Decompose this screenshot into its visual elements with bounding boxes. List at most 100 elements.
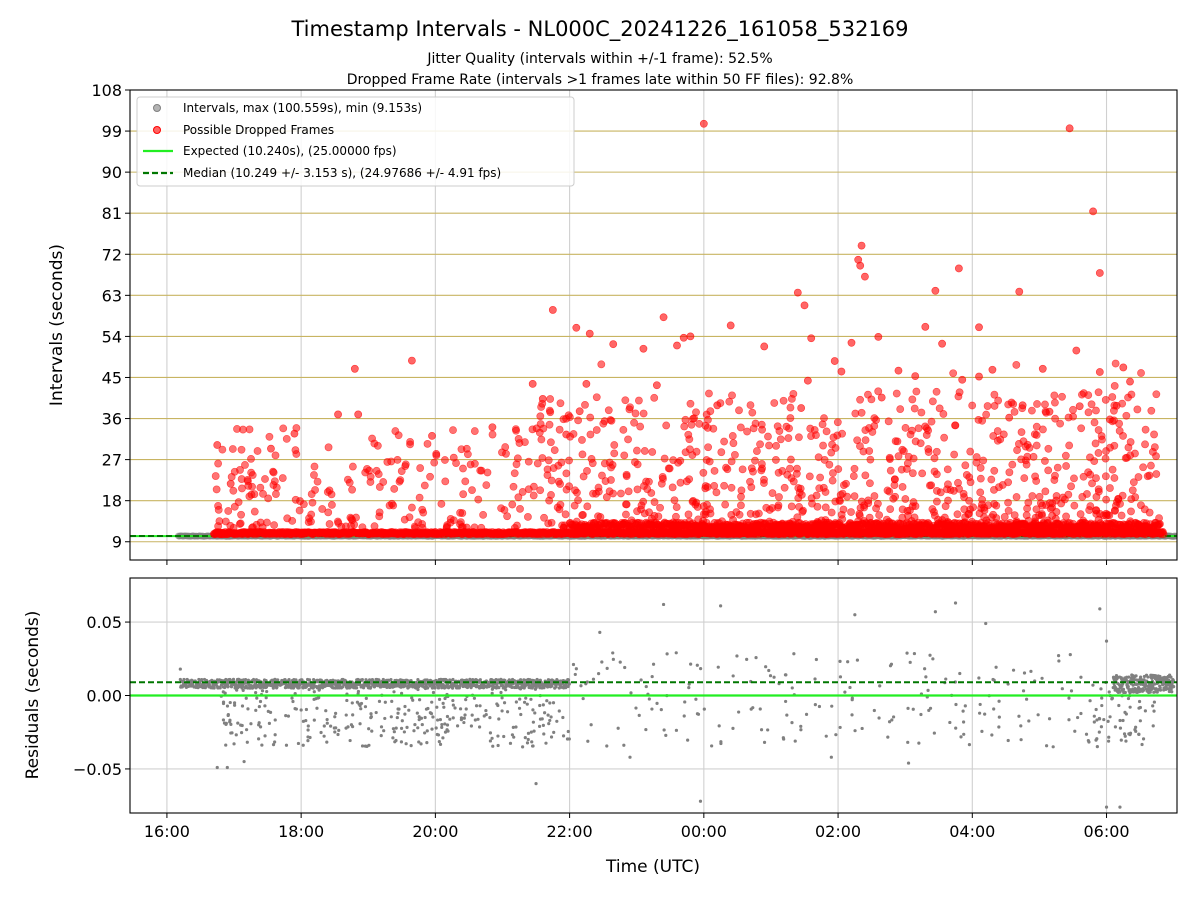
dropped-frame-point — [463, 450, 472, 459]
dropped-frame-point — [756, 440, 764, 449]
dropped-frame-point — [932, 447, 941, 456]
dropped-frame-point — [1015, 439, 1023, 448]
dropped-frame-point — [1004, 506, 1013, 515]
dropped-frame-point — [1051, 471, 1059, 480]
dropped-frame-point — [704, 443, 713, 452]
dropped-frame-point — [857, 408, 866, 417]
dropped-frame-point — [389, 501, 398, 510]
top-points — [130, 119, 1177, 540]
dropped-frame-point — [634, 396, 643, 405]
dropped-frame-point — [546, 438, 555, 447]
dropped-frame-point — [976, 474, 985, 483]
dropped-frame-point — [827, 508, 836, 517]
dropped-frame-point — [1105, 415, 1114, 424]
dropped-frame-point — [241, 461, 249, 469]
dropped-frame-point — [482, 481, 491, 490]
dropped-frame-point — [1077, 424, 1086, 433]
dropped-frame-point — [1131, 449, 1139, 458]
dropped-frame-point — [569, 430, 578, 438]
dropped-frame-point — [1038, 425, 1047, 434]
dropped-frame-point — [1128, 486, 1137, 495]
dropped-frame-point — [1017, 428, 1026, 437]
dropped-frame-point — [758, 425, 767, 434]
dropped-frame-point — [236, 466, 244, 474]
dropped-frame-point — [1069, 405, 1077, 414]
dropped-frame-point — [821, 503, 830, 512]
dropped-frame-point — [833, 418, 842, 427]
dropped-frame-point — [624, 435, 632, 444]
dropped-frame-point — [579, 523, 588, 532]
dropped-frame-point — [829, 433, 838, 442]
dropped-frame-point — [753, 524, 762, 532]
dropped-frame-point — [497, 504, 505, 513]
dropped-frame-point — [717, 448, 726, 457]
dropped-frame-point — [684, 510, 693, 519]
dropped-frame-point — [950, 450, 959, 459]
residual-point — [231, 677, 236, 681]
dropped-frame-point — [1101, 472, 1110, 481]
dropped-frame-point — [415, 493, 424, 502]
dropped-frame-point — [726, 321, 735, 330]
y-tick-label: 18 — [102, 492, 122, 511]
dropped-frame-point — [695, 419, 704, 428]
dropped-frame-point — [310, 471, 318, 479]
dropped-frame-point — [1115, 419, 1124, 428]
dropped-frame-point — [705, 389, 713, 398]
dropped-frame-point — [764, 432, 772, 441]
dropped-frame-point — [701, 522, 710, 531]
dropped-frame-point — [237, 445, 246, 454]
dropped-frame-point — [430, 458, 439, 467]
dropped-frame-point — [902, 522, 911, 530]
dropped-frame-point — [578, 436, 586, 444]
dropped-frame-point — [699, 119, 708, 128]
dropped-frame-point — [278, 474, 287, 482]
dropped-frame-point — [1076, 510, 1085, 519]
dropped-frame-point — [767, 524, 776, 532]
dropped-frame-point — [930, 508, 938, 516]
dropped-frame-point — [816, 473, 825, 482]
dropped-frame-point — [1032, 477, 1041, 485]
dropped-frame-point — [1037, 510, 1046, 518]
dropped-frame-point — [226, 479, 235, 488]
dropped-frame-point — [230, 502, 239, 511]
dropped-frame-point — [774, 468, 783, 477]
dropped-frame-point — [250, 507, 259, 516]
dropped-frame-point — [737, 501, 745, 510]
dropped-frame-point — [324, 443, 333, 452]
dropped-frame-point — [857, 241, 866, 250]
dropped-frame-point — [395, 477, 404, 486]
dropped-frame-point — [828, 476, 837, 485]
dropped-frame-point — [328, 500, 336, 509]
dropped-frame-point — [1044, 466, 1053, 475]
dropped-frame-point — [849, 472, 858, 480]
residual-point — [182, 677, 186, 682]
dropped-frame-point — [856, 395, 864, 404]
dropped-frame-point — [290, 429, 299, 438]
dropped-frame-point — [884, 417, 893, 426]
dropped-frame-point — [545, 406, 554, 415]
dropped-frame-point — [1129, 478, 1138, 487]
dropped-frame-point — [620, 451, 629, 460]
dropped-frame-point — [243, 476, 252, 484]
dropped-frame-point — [976, 464, 985, 472]
dropped-frame-point — [765, 441, 773, 450]
dropped-frame-point — [1119, 363, 1128, 372]
dropped-frame-point — [511, 425, 520, 434]
dropped-frame-point — [536, 412, 545, 421]
dropped-frame-point — [562, 469, 571, 478]
dropped-frame-point — [432, 451, 441, 460]
dropped-frame-point — [637, 501, 646, 510]
dropped-frame-point — [1065, 124, 1074, 133]
dropped-frame-point — [975, 372, 983, 381]
dropped-frame-point — [983, 402, 992, 410]
dropped-frame-point — [865, 447, 874, 455]
dropped-frame-point — [245, 425, 254, 434]
dropped-frame-point — [1052, 524, 1060, 532]
dropped-frame-point — [901, 495, 910, 503]
dropped-frame-point — [295, 506, 304, 515]
dropped-frame-point — [1101, 395, 1110, 404]
dropped-frame-point — [787, 455, 795, 464]
dropped-frame-point — [228, 445, 237, 453]
dropped-frame-point — [334, 410, 342, 419]
residual-point — [287, 678, 291, 682]
